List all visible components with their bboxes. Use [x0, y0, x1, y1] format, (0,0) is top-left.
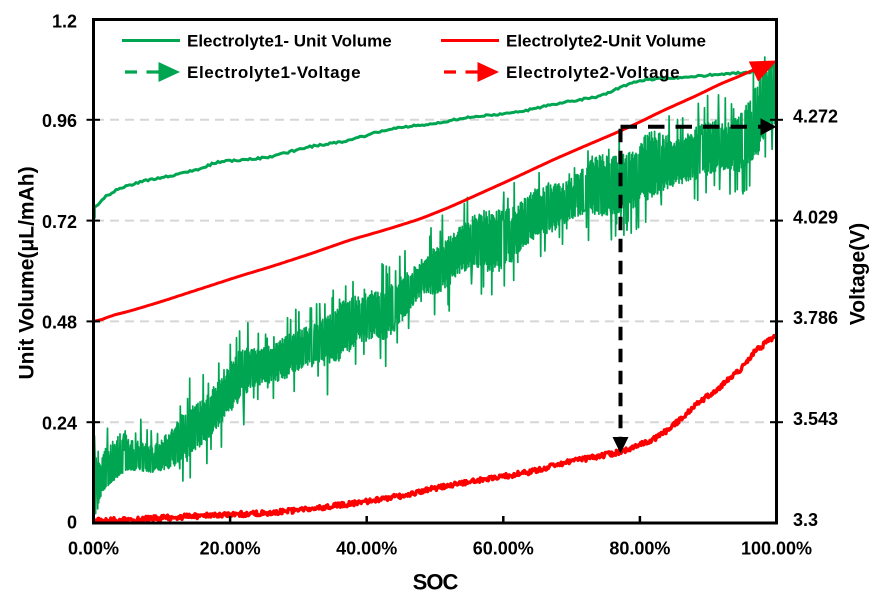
- svg-text:3.786: 3.786: [793, 308, 838, 328]
- svg-text:Unit Volume(μL/mAh): Unit Volume(μL/mAh): [16, 166, 39, 379]
- svg-text:80.00%: 80.00%: [609, 539, 670, 559]
- svg-text:0.96: 0.96: [42, 111, 77, 131]
- svg-text:Electrolyte1- Unit Volume: Electrolyte1- Unit Volume: [187, 32, 392, 51]
- svg-text:100.00%: 100.00%: [741, 539, 812, 559]
- svg-text:Electrolyte1-Voltage: Electrolyte1-Voltage: [187, 63, 361, 82]
- svg-text:0.24: 0.24: [42, 413, 77, 433]
- svg-text:60.00%: 60.00%: [473, 539, 534, 559]
- svg-text:1.2: 1.2: [52, 11, 77, 31]
- svg-text:40.00%: 40.00%: [336, 539, 397, 559]
- svg-text:20.00%: 20.00%: [200, 539, 261, 559]
- svg-text:3.3: 3.3: [793, 510, 818, 530]
- svg-text:Electrolyte2-Unit Volume: Electrolyte2-Unit Volume: [506, 32, 706, 51]
- svg-text:SOC: SOC: [413, 570, 459, 595]
- svg-text:0: 0: [67, 512, 77, 532]
- svg-text:Voltage(V): Voltage(V): [847, 223, 870, 325]
- svg-text:0.48: 0.48: [42, 313, 77, 333]
- svg-text:Electrolyte2-Voltage: Electrolyte2-Voltage: [506, 63, 680, 82]
- svg-text:4.029: 4.029: [793, 207, 838, 227]
- svg-text:0.00%: 0.00%: [68, 539, 119, 559]
- svg-text:0.72: 0.72: [42, 212, 77, 232]
- svg-text:3.543: 3.543: [793, 409, 838, 429]
- svg-text:4.272: 4.272: [793, 107, 838, 127]
